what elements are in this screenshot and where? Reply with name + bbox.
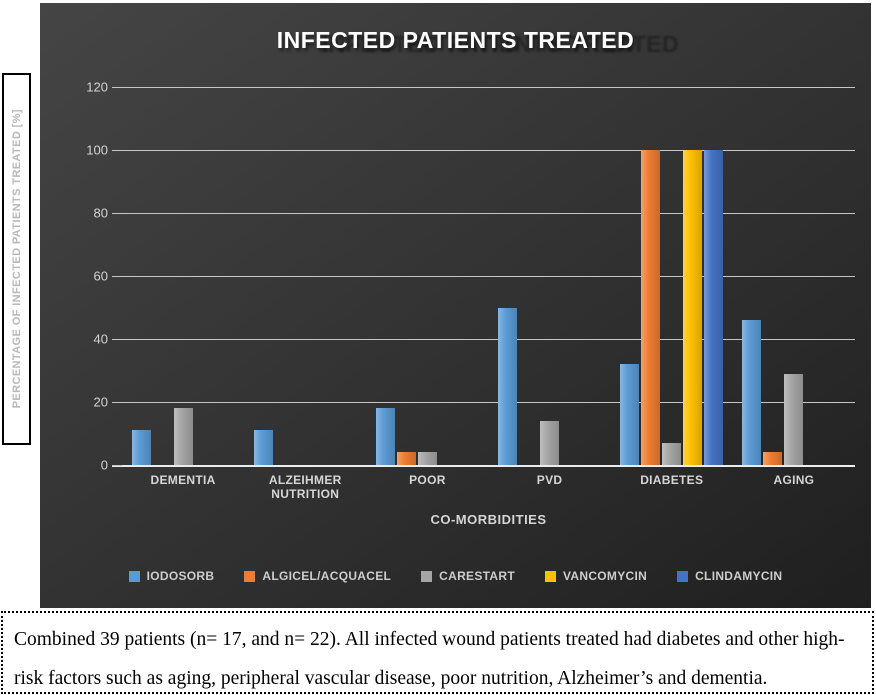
legend-swatch-carestart [421,570,433,582]
y-tick-label: 0 [100,457,108,473]
y-tick-mark [112,465,122,466]
x-axis-line [112,465,855,467]
bar-carestart [417,452,437,465]
bar-iodosorb [131,430,151,465]
y-tick-label: 60 [93,268,108,284]
legend-item: CARESTART [421,569,515,583]
legend-swatch-iodosorb [128,570,140,582]
bar-algicel-acquacel [641,150,661,465]
legend-swatch-clindamycin [677,570,689,582]
y-tick-label: 120 [86,79,108,95]
bar-algicel-acquacel [396,452,416,465]
gridline [122,87,855,88]
gridline [122,150,855,151]
legend-swatch-algicel-acquacel [244,570,256,582]
y-tick-label: 80 [93,205,108,221]
y-axis-label: PERCENTAGE OF INFECTED PATIENTS TREATED … [10,109,23,409]
bar-iodosorb [742,320,762,465]
gridline [122,276,855,277]
x-axis-title: CO-MORBIDITIES [430,512,547,527]
bar-iodosorb [620,364,640,465]
category-label: DIABETES [640,473,704,487]
legend-label: IODOSORB [146,569,215,583]
gridline [122,213,855,214]
y-tick-mark [112,402,122,403]
y-tick-mark [112,339,122,340]
y-tick-mark [112,213,122,214]
y-tick-label: 20 [93,394,108,410]
legend-label: CARESTART [439,569,515,583]
legend-label: CLINDAMYCIN [695,569,783,583]
y-tick-mark [112,87,122,88]
y-tick-label: 40 [93,331,108,347]
bar-carestart [540,420,560,465]
legend-item: ALGICEL/ACQUACEL [244,569,391,583]
bar-carestart [784,373,804,465]
legend-item: CLINDAMYCIN [677,569,782,583]
bar-iodosorb [253,430,273,465]
legend: IODOSORB ALGICEL/ACQUACEL CARESTART VANCOMY… [40,569,871,583]
category-label: ALZEIHMER NUTRITION [268,473,342,502]
bar-chart: INFECTED PATIENTS TREATED 0 20 40 60 80 100 12… [40,3,871,608]
category-label: PVD [536,473,563,487]
legend-swatch-vancomycin [544,570,556,582]
bar-algicel-acquacel [763,452,783,465]
legend-item: VANCOMYCIN [544,569,648,583]
bar-carestart [662,442,682,465]
legend-label: VANCOMYCIN [562,569,648,583]
y-tick-mark [112,150,122,151]
y-tick-mark [112,276,122,277]
y-tick-label: 100 [86,142,108,158]
figure-caption: Combined 39 patients (n= 17, and n= 22).… [1,611,874,694]
gridline [122,339,855,340]
legend-label: ALGICEL/ACQUACEL [262,569,392,583]
category-label: DEMENTIA [150,473,216,487]
gridline [122,402,855,403]
plot-area: 0 20 40 60 80 100 120 DEMENTIA ALZEIHMER NUTRITI… [86,80,855,501]
bar-iodosorb [375,408,395,465]
bar-clindamycin [704,150,724,465]
y-axis-label-box: PERCENTAGE OF INFECTED PATIENTS TREATED … [2,73,31,445]
bar-carestart [173,408,193,465]
bar-iodosorb [498,307,518,465]
category-label: POOR [409,473,446,487]
legend-item: IODOSORB [128,569,215,583]
bar-vancomycin [683,150,703,465]
category-label: AGING [773,473,815,487]
chart-title: INFECTED PATIENTS TREATED [276,27,635,53]
